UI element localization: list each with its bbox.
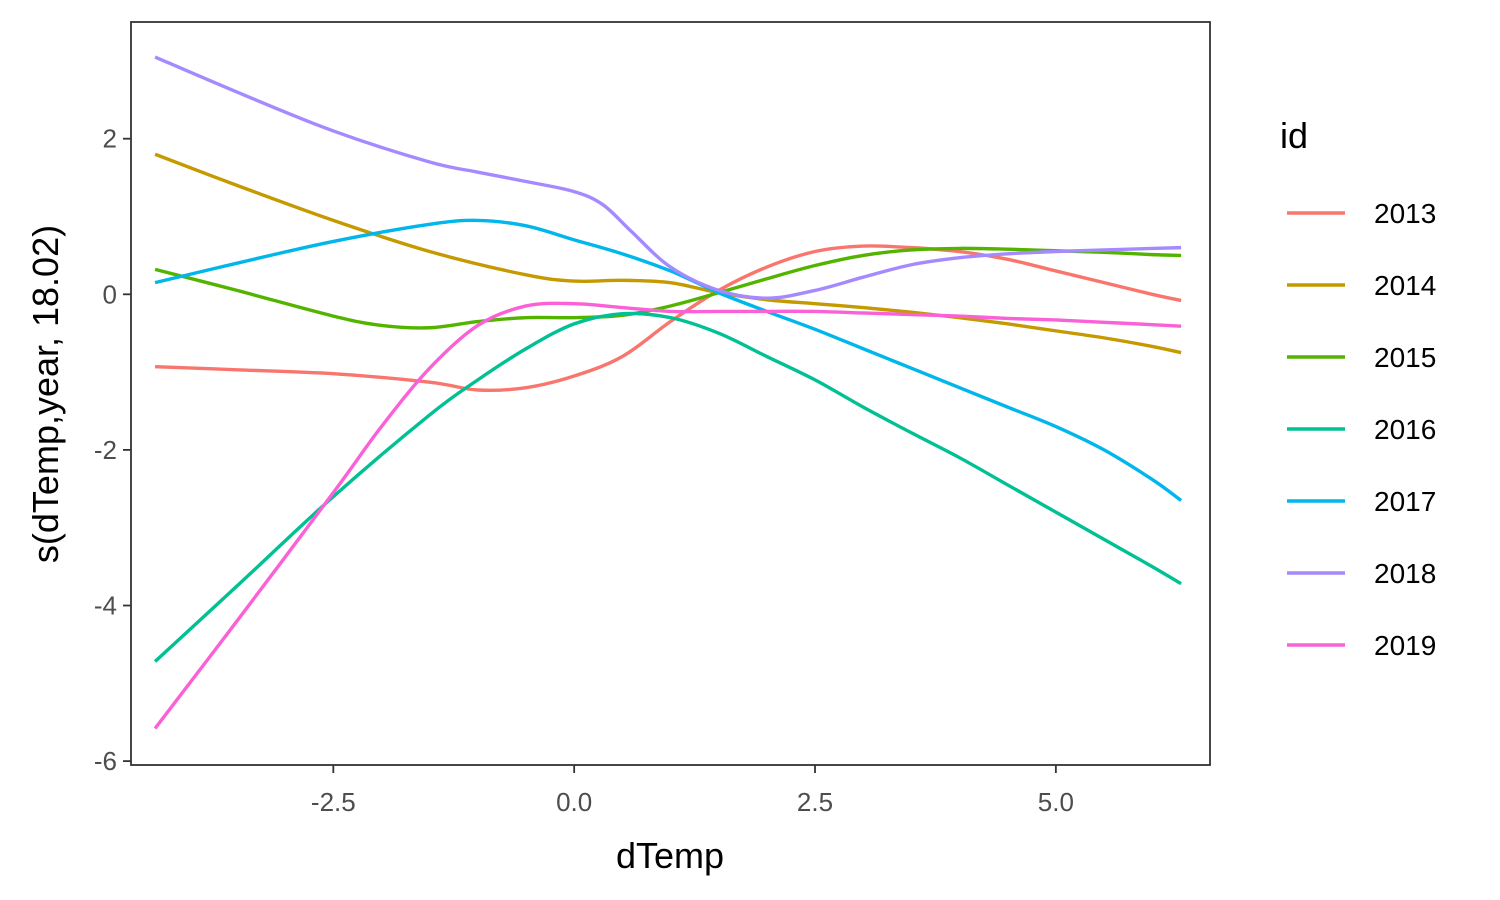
legend-label-2017: 2017 [1374,486,1436,517]
x-axis: -2.5 0.0 2.5 5.0 [311,765,1074,817]
series-line-2019 [153,301,1182,730]
series-line-2015 [154,246,1182,330]
legend: id 2013 2014 2015 2016 2017 2018 2019 [1280,115,1436,661]
series-layer [153,55,1183,730]
legend-label-2015: 2015 [1374,342,1436,373]
series-line-2016 [153,311,1182,663]
y-tick-label: -6 [94,746,117,776]
y-axis-title: s(dTemp,year, 18.02) [25,225,66,563]
y-axis: -6 -4 -2 0 2 [94,124,131,776]
legend-label-2018: 2018 [1374,558,1436,589]
x-axis-title: dTemp [616,835,724,876]
x-tick-label: 0.0 [556,787,592,817]
x-tick-label: -2.5 [311,787,356,817]
y-tick-label: -2 [94,435,117,465]
y-tick-label: 0 [103,279,117,309]
x-tick-label: 2.5 [797,787,833,817]
legend-label-2014: 2014 [1374,270,1436,301]
series-line-2013 [155,244,1182,393]
plot-panel [130,21,1211,766]
y-tick-label: -4 [94,591,117,621]
legend-label-2016: 2016 [1374,414,1436,445]
legend-title: id [1280,115,1308,156]
legend-label-2013: 2013 [1374,198,1436,229]
series-line-2018 [154,55,1182,300]
x-tick-label: 5.0 [1038,787,1074,817]
legend-label-2019: 2019 [1374,630,1436,661]
y-tick-label: 2 [103,124,117,154]
series-line-2017 [154,218,1183,502]
